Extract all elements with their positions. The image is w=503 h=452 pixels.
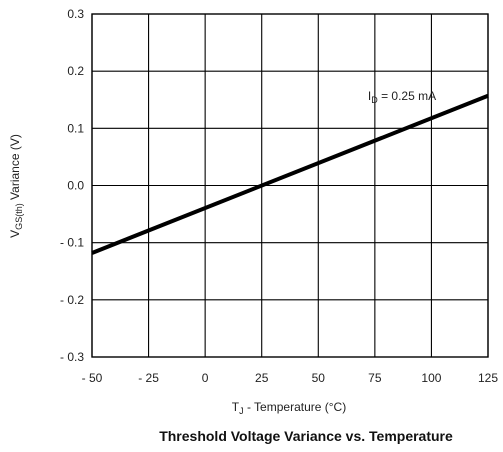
y-tick-label: - 0.3 [60, 350, 84, 364]
y-tick-labels: 0.3 0.2 0.1 0.0 - 0.1 - 0.2 - 0.3 [60, 7, 84, 364]
grid [91, 13, 489, 358]
x-axis-label: TJ - Temperature (°C) [232, 400, 346, 416]
x-tick-label: 25 [255, 371, 269, 385]
x-axis-label-rest: - Temperature (°C) [244, 400, 347, 414]
y-axis-label-sub: GS(th) [14, 203, 24, 230]
y-axis-label: VGS(th) Variance (V) [8, 134, 24, 238]
x-tick-labels: - 50 - 25 0 25 50 75 100 125 [82, 371, 499, 385]
x-tick-label: 50 [312, 371, 326, 385]
x-tick-label: - 25 [138, 371, 159, 385]
series-line [91, 93, 489, 255]
x-axis-label-main: T [232, 400, 240, 414]
x-tick-label: 100 [421, 371, 441, 385]
plot-frame [91, 13, 489, 358]
y-axis-label-rest: Variance (V) [8, 134, 22, 203]
series-layer [91, 93, 489, 255]
y-axis-label-main: V [8, 230, 22, 238]
x-tick-label: - 50 [82, 371, 103, 385]
series-annotation: ID = 0.25 mA [368, 89, 436, 105]
y-tick-label: 0.3 [67, 7, 84, 21]
x-axis-label-sub: J [239, 406, 244, 416]
annotation-sub: D [371, 95, 378, 105]
annotation-main: I [368, 89, 371, 103]
x-tick-label: 0 [202, 371, 209, 385]
chart-title: Threshold Voltage Variance vs. Temperatu… [159, 428, 453, 444]
y-tick-label: - 0.2 [60, 293, 84, 307]
x-tick-label: 125 [478, 371, 498, 385]
annotation-rest: = 0.25 mA [378, 89, 436, 103]
y-tick-label: 0.2 [67, 64, 84, 78]
x-tick-label: 75 [368, 371, 382, 385]
y-tick-label: 0.1 [67, 121, 84, 135]
y-tick-label: 0.0 [67, 179, 84, 193]
y-tick-label: - 0.1 [60, 236, 84, 250]
